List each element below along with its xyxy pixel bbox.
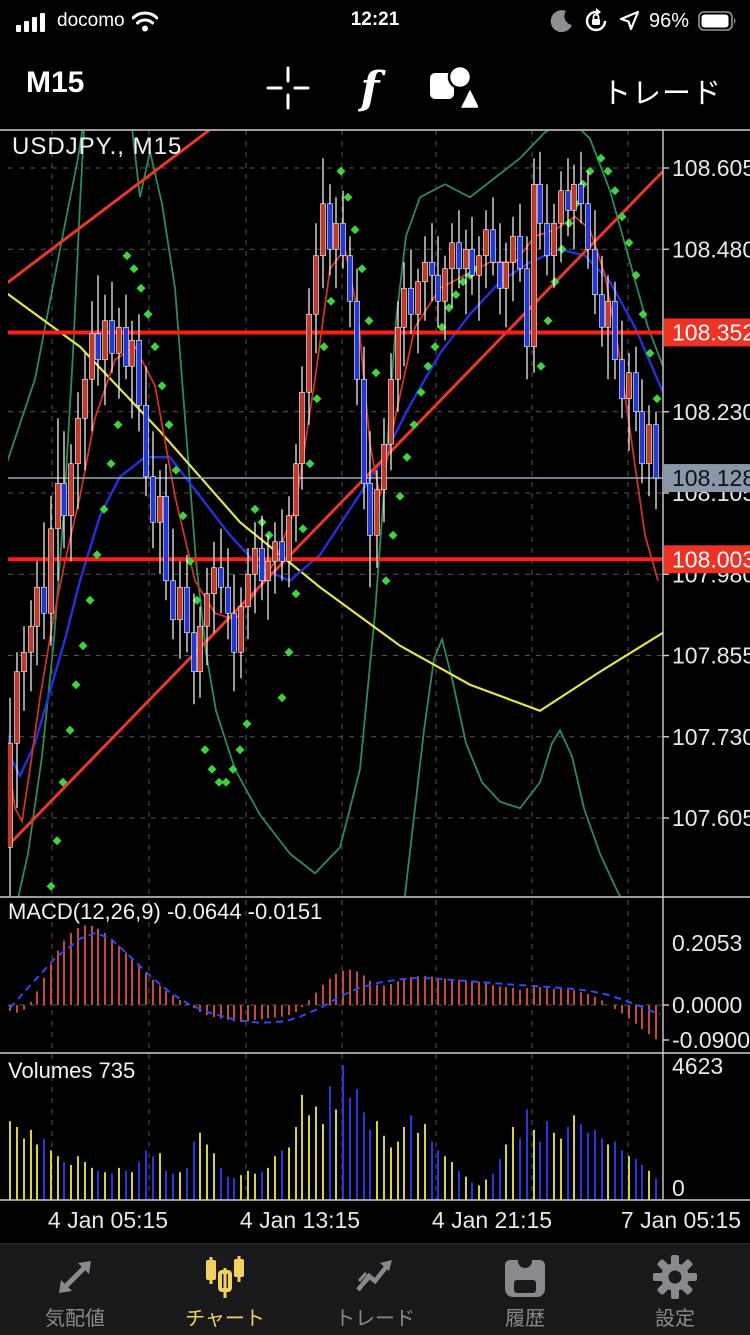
svg-text:4623: 4623 [672, 1053, 723, 1079]
symbol-label: USDJPY., M15 [12, 133, 183, 160]
tab-label: トレード [335, 1308, 415, 1330]
svg-text:108.128: 108.128 [672, 465, 750, 491]
svg-text:107.855: 107.855 [672, 643, 750, 669]
trade-icon [352, 1253, 398, 1301]
candlestick-icon [202, 1253, 248, 1301]
history-icon [502, 1253, 548, 1301]
tab-history[interactable]: 履歴 [450, 1244, 600, 1335]
status-bar: docomo 12:21 96% [0, 0, 750, 44]
function-icon: f [360, 62, 380, 114]
svg-text:108.480: 108.480 [672, 236, 750, 262]
tab-label: 履歴 [505, 1308, 545, 1330]
objects-button[interactable] [426, 62, 478, 114]
tab-settings[interactable]: 設定 [600, 1244, 750, 1335]
volumes-indicator-label: Volumes 735 [8, 1058, 136, 1083]
shapes-icon [430, 65, 478, 111]
svg-text:4 Jan 05:15: 4 Jan 05:15 [48, 1207, 168, 1233]
svg-text:108.605: 108.605 [672, 155, 750, 181]
svg-text:108.230: 108.230 [672, 399, 750, 425]
battery-icon [698, 11, 736, 31]
svg-text:108.003: 108.003 [672, 546, 750, 572]
svg-text:4 Jan 13:15: 4 Jan 13:15 [240, 1207, 360, 1233]
tab-quotes[interactable]: 気配値 [0, 1244, 150, 1335]
crosshair-button[interactable] [262, 62, 314, 114]
location-arrow-icon [619, 10, 640, 31]
svg-text:107.730: 107.730 [672, 724, 750, 750]
chart-canvas[interactable]: 108.605108.480108.230108.105107.980107.8… [0, 0, 750, 1240]
status-right-group: 96% [550, 8, 738, 34]
tab-trade[interactable]: トレード [300, 1244, 450, 1335]
svg-text:108.352: 108.352 [672, 319, 750, 345]
orientation-lock-icon [585, 8, 607, 32]
macd-indicator-label: MACD(12,26,9) -0.0644 -0.0151 [8, 899, 323, 924]
battery-percent-label: 96% [648, 9, 689, 32]
status-left-group: docomo [16, 10, 158, 32]
cellular-signal-icon [16, 13, 45, 32]
wifi-icon [131, 11, 158, 32]
chart-toolbar: M15 f トレード [0, 46, 750, 128]
bottom-tab-bar: 気配値 チャート トレード [0, 1243, 750, 1335]
quotes-icon [52, 1253, 98, 1301]
tab-chart[interactable]: チャート [150, 1244, 300, 1335]
carrier-label: docomo [57, 10, 125, 31]
svg-text:7 Jan 05:15: 7 Jan 05:15 [621, 1207, 741, 1233]
trade-button[interactable]: トレード [601, 78, 722, 110]
svg-text:-0.0900: -0.0900 [672, 1027, 750, 1053]
svg-text:4 Jan 21:15: 4 Jan 21:15 [432, 1207, 552, 1233]
svg-text:107.605: 107.605 [672, 805, 750, 831]
timeframe-button[interactable]: M15 [26, 66, 85, 99]
crosshair-icon [266, 66, 310, 110]
moon-icon [550, 10, 572, 33]
clock-label: 12:21 [350, 9, 400, 30]
settings-icon [652, 1253, 698, 1301]
tab-label: 設定 [655, 1308, 695, 1330]
tab-label: チャート [185, 1308, 265, 1330]
svg-text:0.0000: 0.0000 [672, 992, 742, 1018]
tab-label: 気配値 [45, 1308, 105, 1330]
svg-text:0: 0 [672, 1175, 685, 1201]
svg-text:0.2053: 0.2053 [672, 930, 742, 956]
indicators-button[interactable]: f [344, 62, 396, 114]
